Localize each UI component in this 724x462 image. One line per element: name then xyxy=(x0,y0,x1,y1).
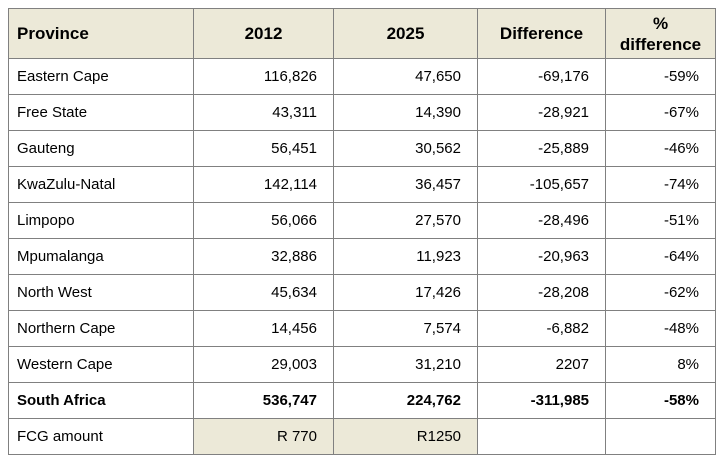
cell-2025: 47,650 xyxy=(333,58,478,95)
cell-2012: 45,634 xyxy=(193,274,334,311)
cell-2012: 14,456 xyxy=(193,310,334,347)
cell-province: FCG amount xyxy=(8,418,194,455)
cell-pct-difference: -58% xyxy=(605,382,716,419)
cell-difference: -105,657 xyxy=(477,166,606,203)
cell-2025: 31,210 xyxy=(333,346,478,383)
cell-pct-difference: -74% xyxy=(605,166,716,203)
cell-2012: 116,826 xyxy=(193,58,334,95)
fcg-amount-row: FCG amount R 770 R1250 xyxy=(8,418,716,455)
table-row: Gauteng 56,451 30,562 -25,889 -46% xyxy=(8,130,716,167)
empty-cell xyxy=(605,418,716,455)
col-header-2025: 2025 xyxy=(333,8,478,59)
cell-difference: -28,208 xyxy=(477,274,606,311)
cell-province: North West xyxy=(8,274,194,311)
province-comparison-table: Province 2012 2025 Difference % differen… xyxy=(8,8,716,455)
empty-cell xyxy=(477,418,606,455)
cell-difference: -69,176 xyxy=(477,58,606,95)
cell-pct-difference: -51% xyxy=(605,202,716,239)
cell-2012: 56,066 xyxy=(193,202,334,239)
cell-difference: -6,882 xyxy=(477,310,606,347)
cell-pct-difference: -59% xyxy=(605,58,716,95)
cell-2012: 32,886 xyxy=(193,238,334,275)
cell-2025: 17,426 xyxy=(333,274,478,311)
table-row: Mpumalanga 32,886 11,923 -20,963 -64% xyxy=(8,238,716,275)
cell-2012: R 770 xyxy=(193,418,334,455)
cell-difference: -28,921 xyxy=(477,94,606,131)
cell-2025: 7,574 xyxy=(333,310,478,347)
cell-2012: 142,114 xyxy=(193,166,334,203)
total-row-south-africa: South Africa 536,747 224,762 -311,985 -5… xyxy=(8,382,716,419)
cell-2025: 30,562 xyxy=(333,130,478,167)
table-row: Free State 43,311 14,390 -28,921 -67% xyxy=(8,94,716,131)
table-row: Northern Cape 14,456 7,574 -6,882 -48% xyxy=(8,310,716,347)
cell-difference: -20,963 xyxy=(477,238,606,275)
cell-difference: -311,985 xyxy=(477,382,606,419)
cell-pct-difference: -64% xyxy=(605,238,716,275)
cell-2025: 11,923 xyxy=(333,238,478,275)
cell-2012: 43,311 xyxy=(193,94,334,131)
cell-2025: 14,390 xyxy=(333,94,478,131)
table-row: Western Cape 29,003 31,210 2207 8% xyxy=(8,346,716,383)
cell-pct-difference: -48% xyxy=(605,310,716,347)
cell-2025: R1250 xyxy=(333,418,478,455)
cell-2012: 56,451 xyxy=(193,130,334,167)
cell-province: KwaZulu-Natal xyxy=(8,166,194,203)
cell-province: Free State xyxy=(8,94,194,131)
cell-province: Northern Cape xyxy=(8,310,194,347)
col-header-2012: 2012 xyxy=(193,8,334,59)
cell-province: Mpumalanga xyxy=(8,238,194,275)
cell-difference: 2207 xyxy=(477,346,606,383)
cell-pct-difference: -62% xyxy=(605,274,716,311)
cell-province: South Africa xyxy=(8,382,194,419)
cell-province: Western Cape xyxy=(8,346,194,383)
col-header-difference: Difference xyxy=(477,8,606,59)
cell-2025: 36,457 xyxy=(333,166,478,203)
cell-2012: 536,747 xyxy=(193,382,334,419)
cell-province: Gauteng xyxy=(8,130,194,167)
header-row: Province 2012 2025 Difference % differen… xyxy=(8,8,716,59)
table-row: Eastern Cape 116,826 47,650 -69,176 -59% xyxy=(8,58,716,95)
table-row: North West 45,634 17,426 -28,208 -62% xyxy=(8,274,716,311)
cell-pct-difference: 8% xyxy=(605,346,716,383)
cell-2025: 224,762 xyxy=(333,382,478,419)
cell-difference: -25,889 xyxy=(477,130,606,167)
cell-province: Limpopo xyxy=(8,202,194,239)
cell-2025: 27,570 xyxy=(333,202,478,239)
cell-pct-difference: -67% xyxy=(605,94,716,131)
table-row: KwaZulu-Natal 142,114 36,457 -105,657 -7… xyxy=(8,166,716,203)
col-header-pct-difference: % difference xyxy=(605,8,716,59)
table-row: Limpopo 56,066 27,570 -28,496 -51% xyxy=(8,202,716,239)
cell-2012: 29,003 xyxy=(193,346,334,383)
cell-pct-difference: -46% xyxy=(605,130,716,167)
cell-province: Eastern Cape xyxy=(8,58,194,95)
cell-difference: -28,496 xyxy=(477,202,606,239)
col-header-province: Province xyxy=(8,8,194,59)
